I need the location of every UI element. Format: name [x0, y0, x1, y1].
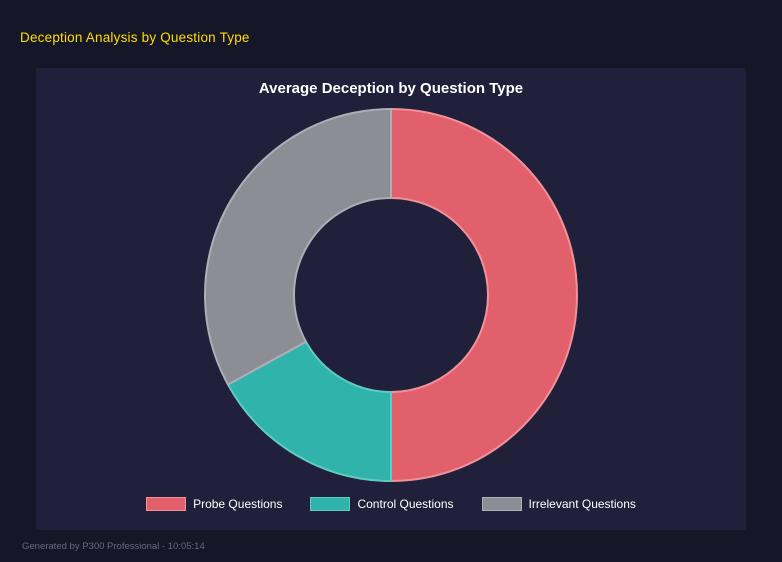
legend-swatch — [146, 497, 187, 511]
chart-legend: Probe Questions Control Questions Irrele… — [36, 497, 746, 511]
chart-panel: Average Deception by Question Type Probe… — [36, 68, 746, 530]
legend-label: Probe Questions — [193, 497, 283, 511]
legend-item-irrelevant-questions[interactable]: Irrelevant Questions — [481, 497, 636, 511]
legend-label: Control Questions — [357, 497, 454, 511]
donut-chart — [204, 108, 578, 482]
donut-segment-probe-questions[interactable] — [390, 108, 578, 482]
legend-label: Irrelevant Questions — [528, 497, 636, 511]
legend-swatch — [310, 497, 351, 511]
donut-segment-irrelevant-questions[interactable] — [204, 108, 392, 386]
chart-title: Average Deception by Question Type — [258, 80, 524, 97]
legend-item-control-questions[interactable]: Control Questions — [310, 497, 454, 511]
footer-note: Generated by P300 Professional - 10:05:1… — [22, 541, 205, 552]
legend-item-probe-questions[interactable]: Probe Questions — [146, 497, 282, 511]
legend-swatch — [481, 497, 522, 511]
donut-segment-control-questions[interactable] — [227, 340, 392, 482]
page-title: Deception Analysis by Question Type — [20, 30, 250, 45]
